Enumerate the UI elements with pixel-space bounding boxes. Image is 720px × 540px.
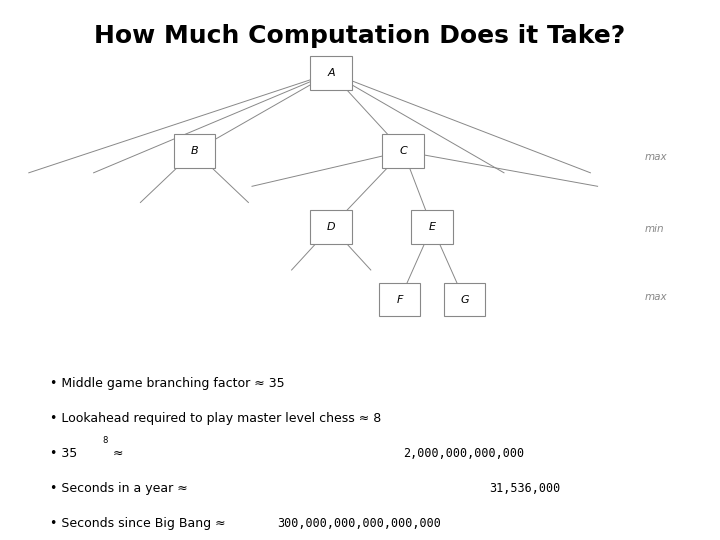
Text: D: D — [327, 222, 336, 232]
Text: • Middle game branching factor ≈ 35: • Middle game branching factor ≈ 35 — [50, 377, 285, 390]
Text: • Seconds in a year ≈: • Seconds in a year ≈ — [50, 482, 188, 495]
Text: E: E — [428, 222, 436, 232]
FancyBboxPatch shape — [310, 56, 352, 90]
FancyBboxPatch shape — [411, 210, 453, 244]
Text: 300,000,000,000,000,000: 300,000,000,000,000,000 — [277, 517, 441, 530]
Text: max: max — [644, 292, 667, 302]
Text: C: C — [400, 146, 407, 156]
FancyBboxPatch shape — [174, 134, 215, 168]
Text: min: min — [644, 225, 664, 234]
FancyBboxPatch shape — [379, 283, 420, 316]
Text: 2,000,000,000,000: 2,000,000,000,000 — [403, 447, 524, 460]
Text: max: max — [644, 152, 667, 161]
Text: 31,536,000: 31,536,000 — [490, 482, 561, 495]
Text: • Lookahead required to play master level chess ≈ 8: • Lookahead required to play master leve… — [50, 412, 382, 425]
Text: G: G — [460, 295, 469, 305]
Text: How Much Computation Does it Take?: How Much Computation Does it Take? — [94, 24, 626, 48]
FancyBboxPatch shape — [310, 210, 352, 244]
Text: • Seconds since Big Bang ≈: • Seconds since Big Bang ≈ — [50, 517, 226, 530]
Text: 8: 8 — [102, 436, 107, 444]
FancyBboxPatch shape — [382, 134, 424, 168]
Text: A: A — [328, 68, 335, 78]
Text: B: B — [191, 146, 198, 156]
Text: F: F — [397, 295, 402, 305]
Text: • 35: • 35 — [50, 447, 78, 460]
FancyBboxPatch shape — [444, 283, 485, 316]
Text: ≈: ≈ — [113, 447, 124, 460]
